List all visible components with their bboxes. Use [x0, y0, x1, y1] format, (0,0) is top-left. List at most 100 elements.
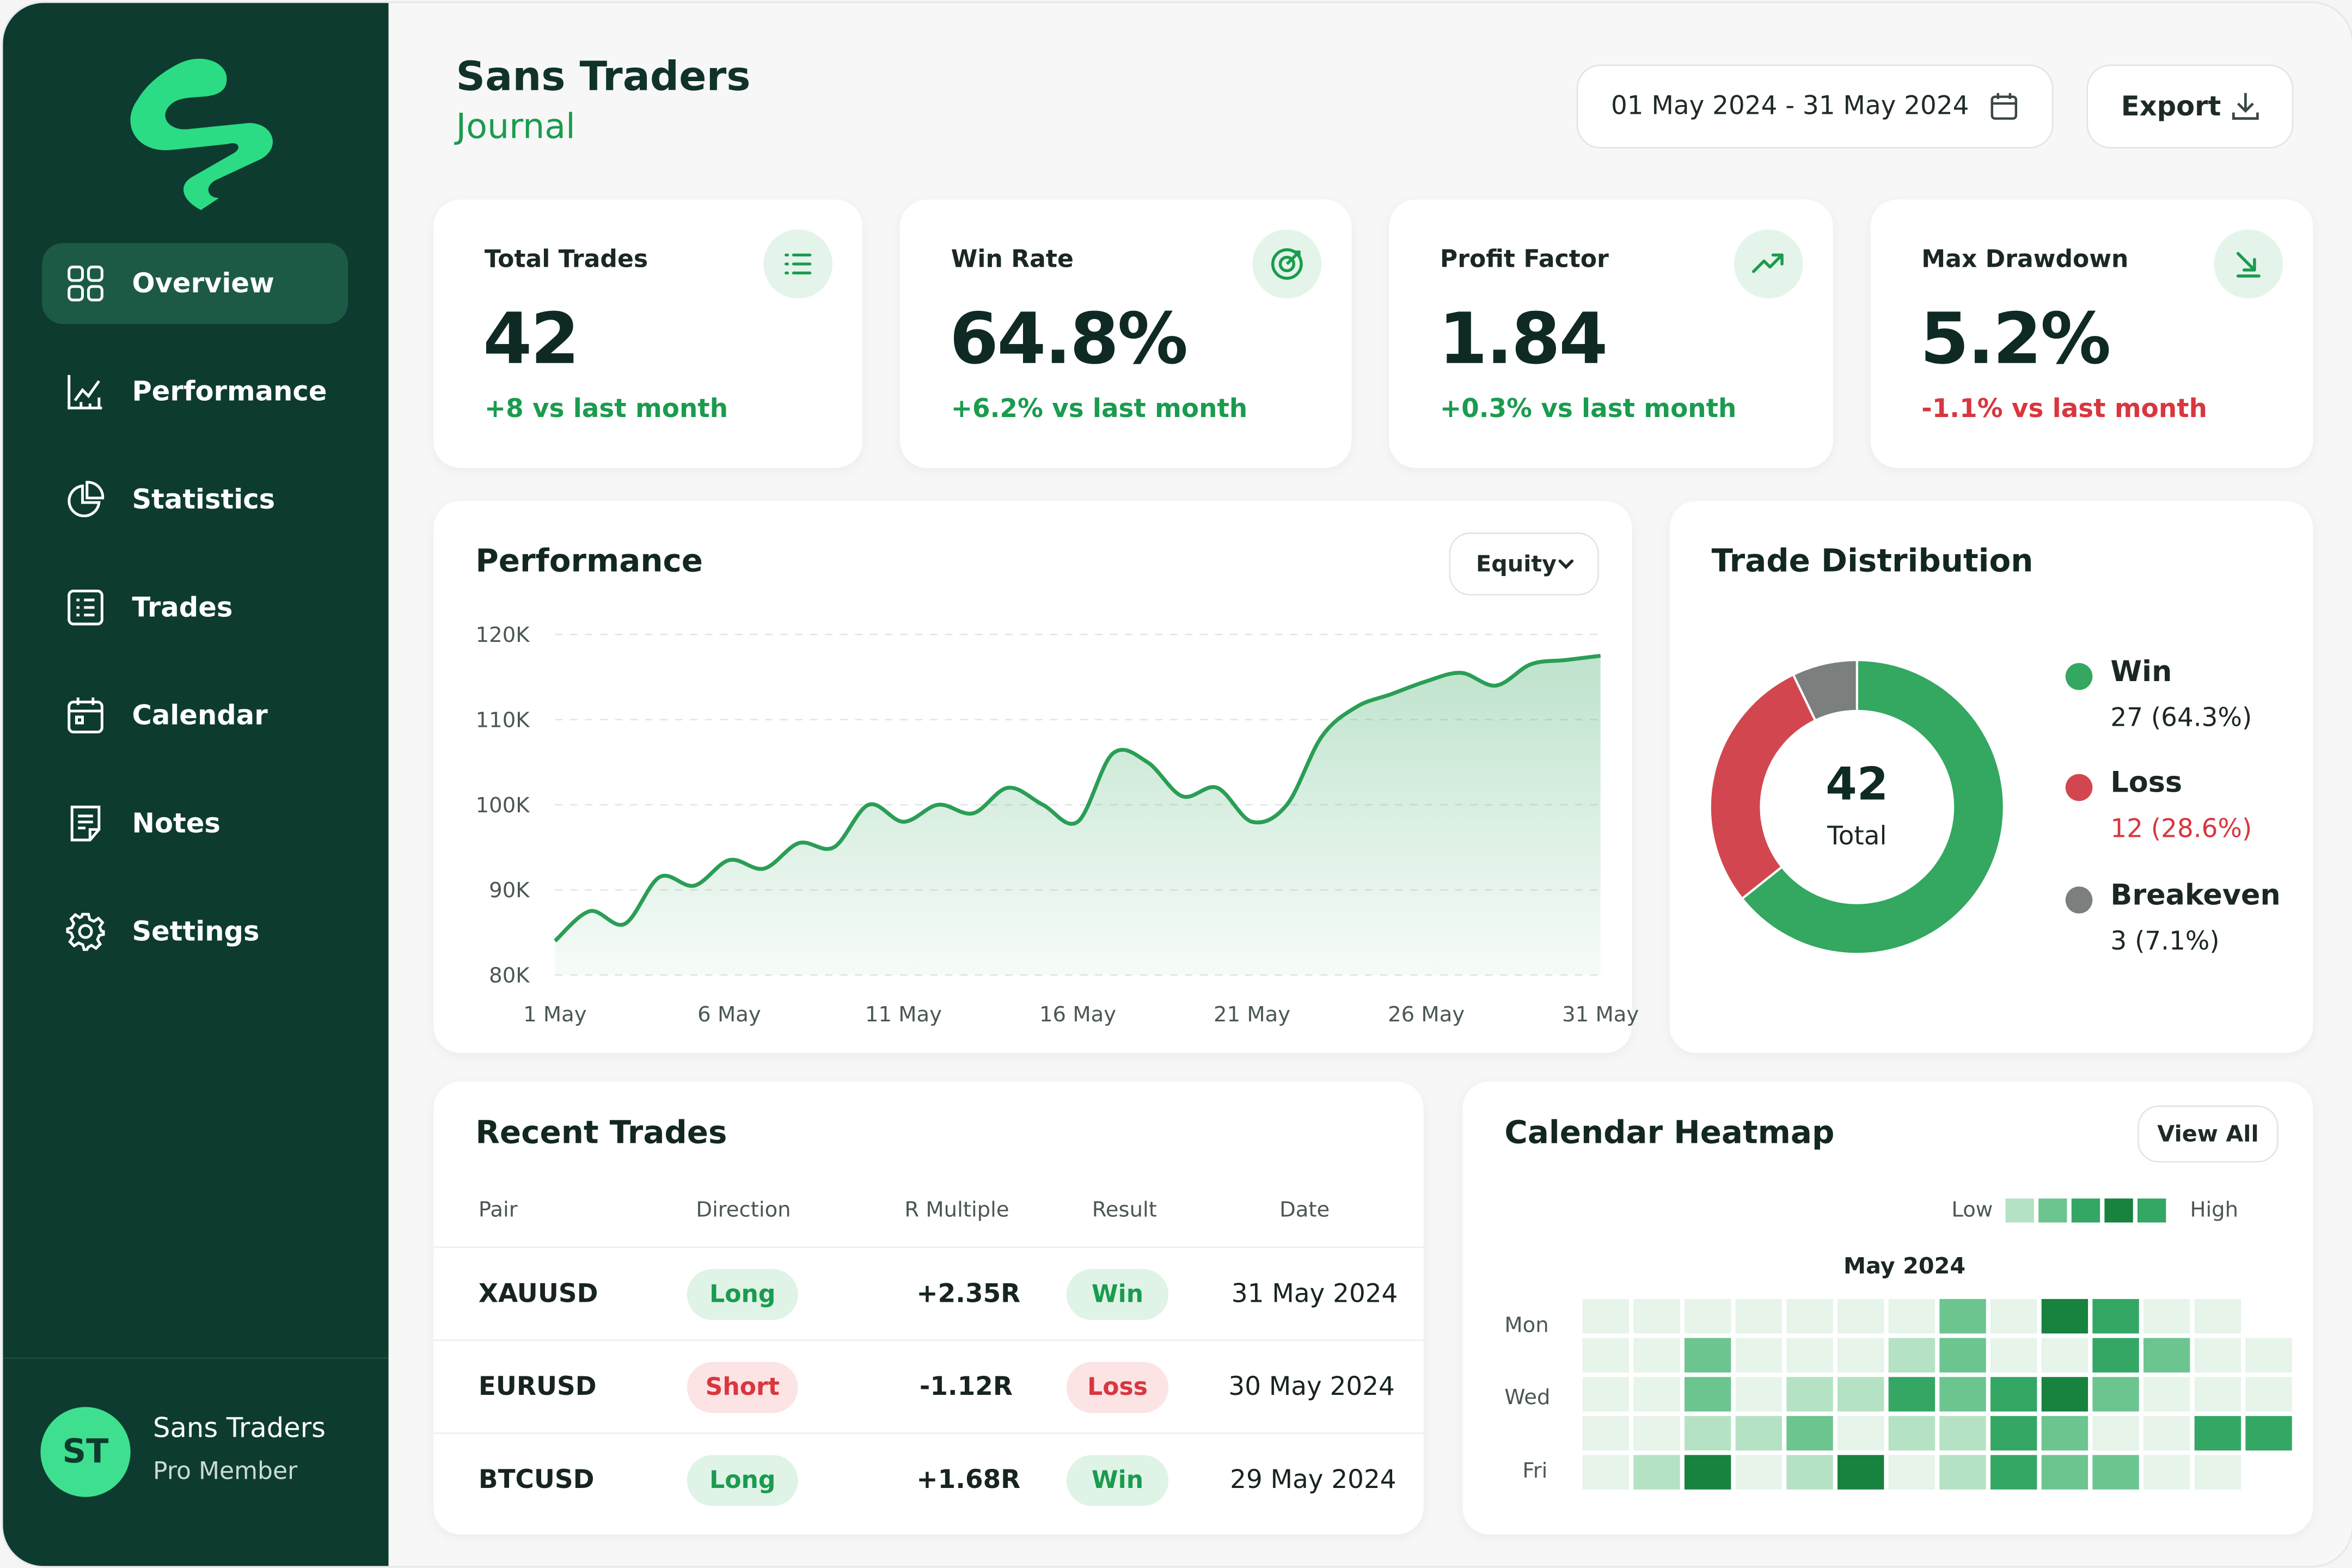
sidebar-item-calendar[interactable]: Calendar — [42, 675, 348, 756]
heatmap-cell[interactable] — [1888, 1416, 1935, 1451]
sidebar-item-label: Statistics — [132, 483, 275, 516]
heatmap-cell[interactable] — [2245, 1338, 2292, 1373]
heatmap-cell[interactable] — [2092, 1338, 2139, 1373]
heatmap-cell[interactable] — [2245, 1455, 2292, 1490]
heatmap-cell[interactable] — [2041, 1416, 2088, 1451]
heatmap-cell[interactable] — [2194, 1455, 2241, 1490]
heatmap-cell[interactable] — [1888, 1377, 1935, 1412]
heatmap-cell[interactable] — [1837, 1416, 1884, 1451]
table-row[interactable]: XAUUSD Long +2.35R Win 31 May 2024 — [433, 1246, 1424, 1341]
heatmap-cell[interactable] — [1837, 1338, 1884, 1373]
heatmap-cell[interactable] — [1786, 1338, 1833, 1373]
heatmap-cell[interactable] — [1633, 1416, 1680, 1451]
heatmap-cell[interactable] — [2041, 1338, 2088, 1373]
heatmap-cell[interactable] — [1633, 1455, 1680, 1490]
heatmap-cell[interactable] — [2143, 1298, 2190, 1334]
heatmap-cell[interactable] — [2194, 1298, 2241, 1334]
column-header-date[interactable]: Date — [1279, 1198, 1330, 1223]
heatmap-cell[interactable] — [2194, 1416, 2241, 1451]
heatmap-cell[interactable] — [1582, 1455, 1630, 1490]
heatmap-cell[interactable] — [2041, 1455, 2088, 1490]
heatmap-cell[interactable] — [1990, 1377, 2037, 1412]
export-button[interactable]: Export — [2086, 64, 2294, 149]
y-tick-label: 110K — [476, 708, 531, 733]
heatmap-cell[interactable] — [1735, 1416, 1783, 1451]
sidebar-item-performance[interactable]: Performance — [42, 351, 348, 432]
sidebar-item-overview[interactable]: Overview — [42, 243, 348, 324]
heatmap-cell[interactable] — [1684, 1416, 1731, 1451]
stat-icon-badge — [1734, 229, 1803, 299]
date-range-label: 01 May 2024 - 31 May 2024 — [1610, 91, 1969, 122]
heatmap-cell[interactable] — [1684, 1338, 1731, 1373]
heatmap-cell[interactable] — [1837, 1377, 1884, 1412]
performance-chart: 120K 110K 100K 90K 80K 1 May 6 May 11 May 16 May… — [476, 623, 1639, 1027]
user-profile[interactable]: ST Sans Traders Pro Member — [3, 1357, 389, 1566]
sidebar-item-statistics[interactable]: Statistics — [42, 459, 348, 540]
column-header-pair[interactable]: Pair — [478, 1198, 518, 1223]
sidebar-item-settings[interactable]: Settings — [42, 891, 348, 972]
heatmap-cell[interactable] — [1990, 1338, 2037, 1373]
heatmap-cell[interactable] — [1633, 1298, 1680, 1334]
sidebar-item-trades[interactable]: Trades — [42, 567, 348, 648]
table-row[interactable]: BTCUSD Long +1.68R Win 29 May 2024 — [433, 1432, 1424, 1527]
heatmap-cell[interactable] — [2194, 1338, 2241, 1373]
heatmap-cell[interactable] — [1786, 1416, 1833, 1451]
heatmap-cell[interactable] — [2245, 1377, 2292, 1412]
donut-slice-breakeven — [1791, 659, 1858, 722]
heatmap-cell[interactable] — [1939, 1377, 1986, 1412]
table-row[interactable]: EURUSD Short -1.12R Loss 30 May 2024 — [433, 1339, 1424, 1434]
heatmap-cell[interactable] — [2092, 1377, 2139, 1412]
heatmap-cell[interactable] — [2194, 1377, 2241, 1412]
heatmap-cell[interactable] — [1735, 1377, 1783, 1412]
heatmap-cell[interactable] — [1837, 1455, 1884, 1490]
heatmap-cell[interactable] — [1735, 1338, 1783, 1373]
heatmap-cell[interactable] — [1888, 1455, 1935, 1490]
heatmap-cell[interactable] — [1633, 1377, 1680, 1412]
date-range-picker[interactable]: 01 May 2024 - 31 May 2024 — [1576, 64, 2054, 149]
heatmap-cell[interactable] — [1837, 1298, 1884, 1334]
heatmap-cell[interactable] — [1786, 1455, 1833, 1490]
heatmap-cell[interactable] — [1684, 1298, 1731, 1334]
heatmap-cell[interactable] — [1990, 1455, 2037, 1490]
heatmap-cell[interactable] — [1786, 1298, 1833, 1334]
x-tick-label: 21 May — [1214, 1002, 1290, 1027]
heatmap-cell[interactable] — [2245, 1416, 2292, 1451]
heatmap-cell[interactable] — [1939, 1416, 1986, 1451]
heatmap-cell[interactable] — [1888, 1298, 1935, 1334]
legend-name: Breakeven — [2110, 879, 2281, 912]
heatmap-cell[interactable] — [2143, 1416, 2190, 1451]
heatmap-cell[interactable] — [2092, 1416, 2139, 1451]
heatmap-cell[interactable] — [1939, 1455, 1986, 1490]
heatmap-cell[interactable] — [1684, 1455, 1731, 1490]
heatmap-cell[interactable] — [1786, 1377, 1833, 1412]
heatmap-cell[interactable] — [1990, 1298, 2037, 1334]
heatmap-cell[interactable] — [1582, 1416, 1630, 1451]
column-header-direction[interactable]: Direction — [696, 1198, 791, 1223]
calendar-heatmap-card: Calendar Heatmap View All Low High May 2… — [1462, 1081, 2313, 1535]
heatmap-cell[interactable] — [2041, 1298, 2088, 1334]
heatmap-cell[interactable] — [1582, 1298, 1630, 1334]
heatmap-cell[interactable] — [1582, 1338, 1630, 1373]
column-header-result[interactable]: Result — [1092, 1198, 1157, 1223]
heatmap-cell[interactable] — [1582, 1377, 1630, 1412]
heatmap-cell[interactable] — [1633, 1338, 1680, 1373]
heatmap-cell[interactable] — [2245, 1298, 2292, 1334]
heatmap-cell[interactable] — [1939, 1298, 1986, 1334]
heatmap-cell[interactable] — [2143, 1377, 2190, 1412]
heatmap-cell[interactable] — [2143, 1455, 2190, 1490]
column-header-r-multiple[interactable]: R Multiple — [904, 1198, 1009, 1223]
heatmap-cell[interactable] — [2092, 1455, 2139, 1490]
heatmap-cell[interactable] — [2143, 1338, 2190, 1373]
sidebar-item-notes[interactable]: Notes — [42, 783, 348, 864]
heatmap-cell[interactable] — [1990, 1416, 2037, 1451]
heatmap-cell[interactable] — [2041, 1377, 2088, 1412]
heatmap-cell[interactable] — [2092, 1298, 2139, 1334]
heatmap-cell[interactable] — [1939, 1338, 1986, 1373]
heatmap-cell[interactable] — [1888, 1338, 1935, 1373]
equity-dropdown[interactable]: Equity — [1449, 532, 1599, 596]
heatmap-cell[interactable] — [1735, 1298, 1783, 1334]
heatmap-cell[interactable] — [1735, 1455, 1783, 1490]
view-all-button[interactable]: View All — [2137, 1105, 2278, 1163]
cell-date: 31 May 2024 — [1231, 1279, 1398, 1310]
heatmap-cell[interactable] — [1684, 1377, 1731, 1412]
